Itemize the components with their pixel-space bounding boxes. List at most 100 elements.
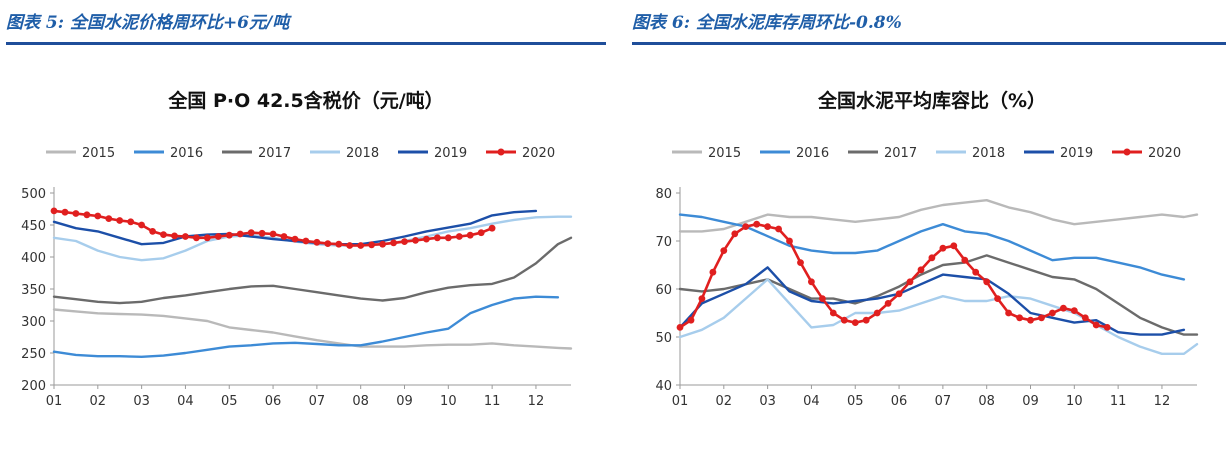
y-tick-label: 80 (655, 187, 672, 202)
legend-marker-2020 (1123, 148, 1131, 156)
legend-label-2016: 2016 (796, 146, 829, 161)
x-tick-label: 12 (1154, 394, 1171, 409)
series-point-2020 (466, 231, 474, 239)
series-point-2020 (676, 324, 684, 331)
series-point-2020 (764, 223, 771, 231)
series-point-2020 (379, 240, 386, 248)
series-point-2020 (687, 316, 695, 324)
series-point-2020 (939, 244, 947, 252)
x-tick-label: 08 (978, 394, 995, 409)
series-line-2016 (678, 213, 1186, 281)
series-line-2015 (678, 198, 1199, 233)
legend-label-2020: 2020 (1148, 146, 1181, 161)
x-tick-label: 07 (309, 394, 326, 409)
series-point-2020 (225, 231, 233, 239)
series-point-2020 (961, 256, 969, 264)
series-point-2020 (1027, 316, 1034, 324)
x-tick-label: 05 (847, 394, 864, 409)
series-point-2020 (412, 237, 419, 244)
series-point-2020 (423, 235, 430, 243)
series-point-2020 (928, 254, 936, 262)
series-point-2020 (742, 223, 750, 231)
series-point-2020 (1081, 314, 1089, 322)
series-point-2020 (972, 268, 980, 276)
series-point-2020 (149, 228, 157, 235)
series-point-2020 (72, 210, 80, 217)
series-point-2020 (247, 229, 255, 237)
series-point-2020 (851, 319, 859, 326)
series-point-2020 (950, 242, 958, 250)
series-point-2020 (797, 259, 804, 266)
cement-price-line-chart: 全国 P·O 42.5含税价（元/吨） 2015 2016 2017 2018 2019 2… (21, 89, 573, 409)
series-point-2020 (444, 234, 452, 242)
y-tick-label: 450 (21, 219, 46, 234)
series-point-2020 (434, 234, 441, 242)
x-tick-label: 10 (440, 394, 457, 409)
series-point-2020 (368, 241, 375, 249)
series-point-2020 (302, 237, 310, 245)
series-point-2020 (390, 239, 397, 247)
figure-6-panel: 图表 6: 全国水泥库存周环比-0.8% 全国水泥平均库容比（%） 2015 201… (632, 0, 1226, 454)
series-line-2019 (678, 266, 1186, 336)
series-point-2020 (488, 224, 496, 232)
series-point-2020 (160, 231, 167, 239)
series-point-2020 (61, 208, 69, 216)
series-point-2020 (906, 278, 914, 286)
series-point-2020 (917, 266, 925, 274)
series-point-2020 (324, 240, 332, 248)
series-point-2020 (94, 212, 102, 220)
series-point-2020 (840, 316, 848, 324)
series-point-2020 (994, 295, 1001, 302)
y-tick-label: 50 (655, 331, 672, 346)
x-tick-label: 10 (1066, 394, 1083, 409)
chart-title: 全国水泥平均库容比（%） (817, 89, 1046, 112)
series-point-2020 (1038, 314, 1045, 322)
legend-label-2020: 2020 (522, 146, 555, 161)
legend-label-2015: 2015 (708, 146, 741, 161)
x-tick-label: 02 (90, 394, 107, 409)
series-point-2020 (753, 220, 761, 228)
series-point-2020 (873, 309, 881, 317)
x-tick-label: 01 (46, 394, 63, 409)
series-point-2020 (335, 240, 343, 248)
series-point-2020 (50, 207, 58, 215)
series-point-2020 (401, 238, 408, 246)
series-point-2020 (731, 230, 739, 238)
legend-label-2016: 2016 (170, 146, 203, 161)
cement-inventory-line-chart: 全国水泥平均库容比（%） 2015 2016 2017 2018 2019 2020 40 50… (655, 89, 1199, 409)
series-point-2020 (269, 230, 277, 238)
series-point-2020 (127, 218, 135, 226)
series-point-2020 (819, 295, 826, 302)
y-tick-label: 300 (21, 315, 46, 330)
y-tick-label: 60 (655, 283, 672, 298)
y-tick-label: 250 (21, 347, 46, 362)
x-tick-label: 04 (803, 394, 820, 409)
legend-label-2017: 2017 (258, 146, 291, 161)
x-tick-label: 11 (484, 394, 501, 409)
x-tick-label: 09 (396, 394, 413, 409)
series-point-2020 (203, 234, 211, 242)
figure-5-divider (6, 42, 606, 45)
series-point-2020 (313, 238, 321, 246)
legend-label-2017: 2017 (884, 146, 917, 161)
series-point-2020 (720, 247, 728, 255)
legend-marker-2020 (497, 148, 505, 156)
series-point-2020 (983, 278, 991, 286)
series-point-2020 (258, 229, 266, 237)
y-tick-label: 400 (21, 251, 46, 266)
x-tick-label: 05 (221, 394, 238, 409)
legend-label-2019: 2019 (434, 146, 467, 161)
y-tick-label: 500 (21, 187, 46, 202)
figure-6-divider (632, 42, 1226, 45)
x-tick-label: 03 (759, 394, 776, 409)
series-point-2020 (698, 295, 706, 302)
x-tick-label: 06 (265, 394, 282, 409)
x-tick-label: 12 (528, 394, 545, 409)
figure-5-caption: 图表 5: 全国水泥价格周环比+6元/吨 (6, 13, 290, 33)
series-point-2020 (895, 290, 903, 298)
x-tick-label: 09 (1022, 394, 1039, 409)
series-point-2020 (291, 235, 299, 243)
series-point-2020 (182, 233, 189, 240)
x-tick-label: 06 (891, 394, 908, 409)
x-tick-label: 02 (716, 394, 733, 409)
